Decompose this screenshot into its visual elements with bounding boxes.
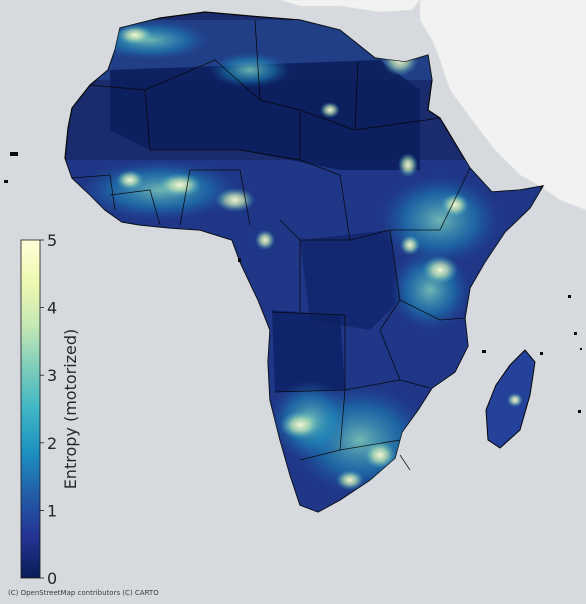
colorbar-ticks: 0 1 2 3 4 5 bbox=[40, 231, 57, 588]
colorbar-tick-label: 3 bbox=[47, 366, 57, 385]
colorbar: 0 1 2 3 4 5 Entropy (motorized) bbox=[20, 231, 80, 588]
colorbar-bar bbox=[20, 239, 41, 579]
country-borders bbox=[71, 19, 471, 471]
small-islands bbox=[4, 152, 582, 413]
colorbar-tick-label: 0 bbox=[47, 569, 57, 588]
basemap-land-europe bbox=[279, 0, 421, 13]
basemap-land-arabia bbox=[419, 0, 586, 211]
colorbar-tick-label: 2 bbox=[47, 434, 57, 453]
colorbar-tick-label: 4 bbox=[47, 299, 57, 318]
map-attribution: (C) OpenStreetMap contributors (C) CARTO bbox=[8, 589, 159, 597]
colorbar-tick-label: 1 bbox=[47, 501, 57, 520]
colorbar-label: Entropy (motorized) bbox=[61, 329, 80, 490]
colorbar-tick-label: 5 bbox=[47, 231, 57, 250]
